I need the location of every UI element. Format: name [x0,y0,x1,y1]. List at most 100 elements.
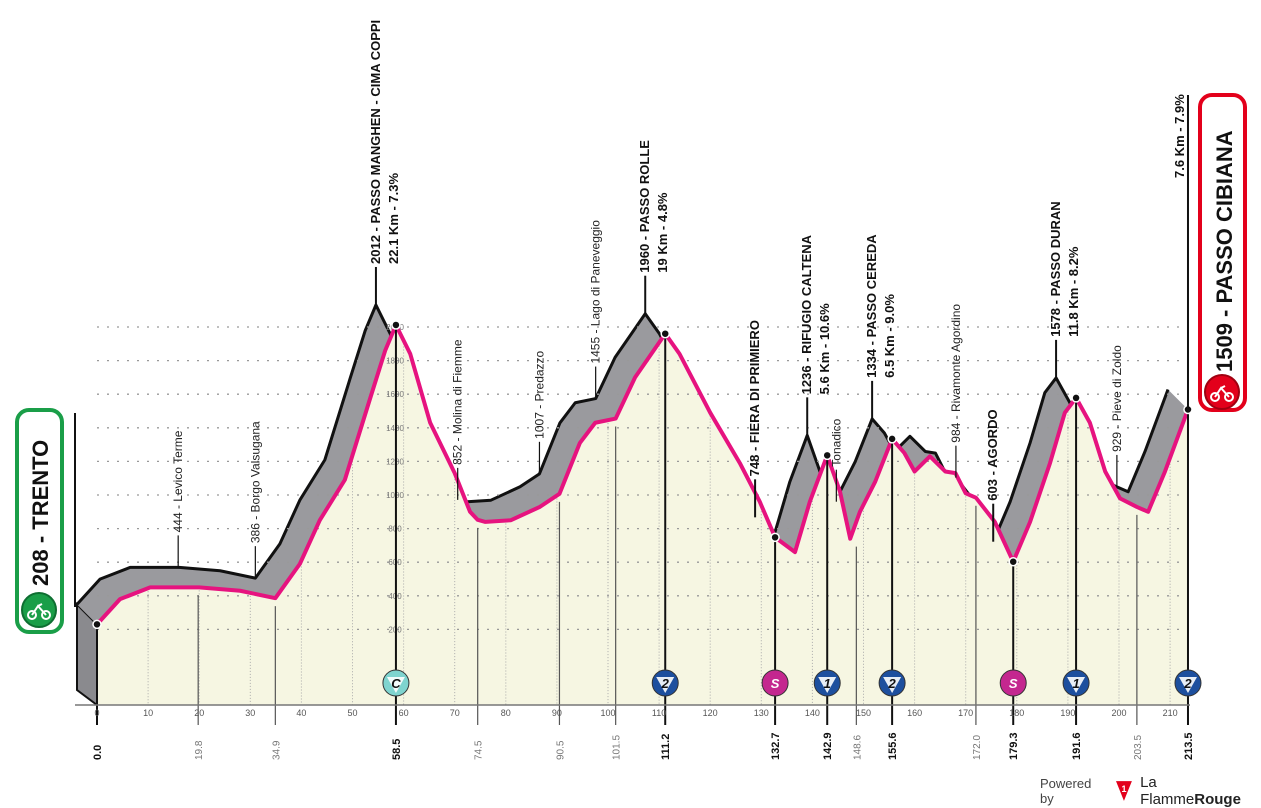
x-tick-label: 10 [143,708,153,718]
place-labels: 444 - Levico Terme 386 - Borgo Valsugana 2… [171,20,1189,579]
climb-info: 6.5 Km - 9.0% [882,294,897,378]
waypoint-dot [770,532,780,543]
km-label: 179.3 [1008,732,1020,760]
x-tick-label: 50 [347,708,357,718]
km-label: 34.9 [271,740,282,760]
start-badge: 208 - TRENTO [15,408,64,634]
place-label: 1007 - Predazzo [532,350,546,438]
badge-text: 2 [887,676,896,691]
place-label: Tonadico [829,418,843,466]
x-tick-label: 120 [703,708,718,718]
km-label: 101.5 [612,735,623,760]
km-label: 148.6 [852,735,863,760]
category-badge-S: S [761,669,789,697]
flamme-rouge-logo-icon: 1 [1116,781,1133,801]
bike-icon [1204,374,1240,410]
finish-label: 1509 - PASSO CIBIANA [1212,130,1237,372]
km-label: 74.5 [474,740,485,760]
badge-triangle-icon [818,677,837,693]
profile-area [97,324,1188,705]
x-tick-label: 200 [1111,708,1126,718]
x-tick-label: 180 [1009,708,1024,718]
category-badge-S: S [999,669,1027,697]
place-label: 748 - FIERA DI PRIMIERO [747,320,762,476]
climb-info: 11.8 Km - 8.2% [1066,246,1081,337]
km-label: 0.0 [92,745,104,760]
climb-info: 7.6 Km - 7.9% [1172,94,1187,178]
place-label: 1578 - PASSO DURAN [1048,201,1063,337]
x-tick-label: 190 [1060,708,1075,718]
markers: 0.0 19.8 34.9 58.5 C 74.5 90.5 101.5 111.2 2 132.7… [92,320,1202,760]
km-label: 172.0 [972,735,983,760]
category-badge-2: 2 [1174,669,1202,697]
place-label: 1455 - Lago di Paneveggio [589,220,603,364]
km-label: 142.9 [822,732,834,760]
terrain: 200400600800100012001400160018002000 [75,303,1190,707]
badge-circle [999,669,1027,697]
badge-triangle-icon [386,677,405,693]
climb-info: 22.1 Km - 7.3% [386,172,401,263]
brand-name[interactable]: La FlammeRouge [1140,774,1241,808]
badge-circle [761,669,789,697]
badge-text: 2 [661,676,670,691]
badge-triangle-icon [1178,677,1197,693]
x-tick-label: 130 [754,708,769,718]
climb-info: 19 Km - 4.8% [655,192,670,273]
km-label: 58.5 [391,739,403,760]
km-label: 191.6 [1071,732,1083,760]
waypoint-dot [822,450,832,461]
x-tick-label: 110 [652,708,666,718]
badge-triangle-icon [883,677,902,693]
x-tick-label: 40 [296,708,306,718]
badge-text: S [1009,676,1018,691]
waypoint-dot [660,328,670,339]
climb-info: 5.6 Km - 10.6% [817,303,832,394]
badge-text: 1 [824,676,831,691]
svg-text:1: 1 [1122,784,1127,794]
x-axis: 0 10 20 30 40 50 60 70 80 90 100 110 120 130 140 150 160… [74,413,1190,718]
badge-triangle-icon [1067,677,1086,693]
km-label: 90.5 [555,740,566,760]
category-badge-1: 1 [1062,669,1090,697]
badge-text: S [771,676,780,691]
place-label: 386 - Borgo Valsugana [248,421,262,543]
place-label: 1236 - RIFUGIO CALTENA [799,234,814,394]
x-tick-label: 30 [245,708,255,718]
badge-text: C [391,676,401,691]
category-badge-C: C [382,669,410,697]
x-tick-label: 20 [194,708,204,718]
badge-text: 2 [1183,676,1192,691]
km-label: 213.5 [1183,732,1195,760]
km-label: 19.8 [194,740,205,760]
place-label: 1960 - PASSO ROLLE [637,140,652,273]
km-label: 155.6 [887,732,899,760]
waypoint-dot [887,434,897,444]
profile-top-face [77,304,1188,625]
x-tick-label: 80 [501,708,511,718]
place-label: 1334 - PASSO CEREDA [864,234,879,378]
category-badge-2: 2 [651,669,679,697]
badge-triangle-icon [656,677,675,693]
waypoint-dot [92,619,102,630]
powered-by-text: Powered by [1040,776,1092,806]
x-tick-label: 100 [600,708,615,718]
km-label: 132.7 [770,732,782,760]
place-label: 852 - Molina di Fiemme [451,339,465,465]
x-tick-label: 90 [552,708,562,718]
place-label: 929 - Pieve di Zoldo [1110,345,1124,452]
badge-text: 1 [1072,676,1079,691]
x-tick-label: 150 [856,708,871,718]
km-label: 203.5 [1133,735,1144,760]
waypoint-dot [391,320,401,330]
place-label: 984 - Rivamonte Agordino [949,304,963,443]
waypoint-dot [1071,393,1081,403]
finish-badge: 1509 - PASSO CIBIANA [1198,93,1247,412]
bike-icon [21,592,57,628]
x-tick-label: 210 [1163,708,1178,718]
km-label: 111.2 [660,734,672,760]
start-label: 208 - TRENTO [28,440,53,586]
x-tick-label: 60 [399,708,409,718]
x-tick-label: 160 [907,708,922,718]
x-tick-label: 170 [958,708,973,718]
